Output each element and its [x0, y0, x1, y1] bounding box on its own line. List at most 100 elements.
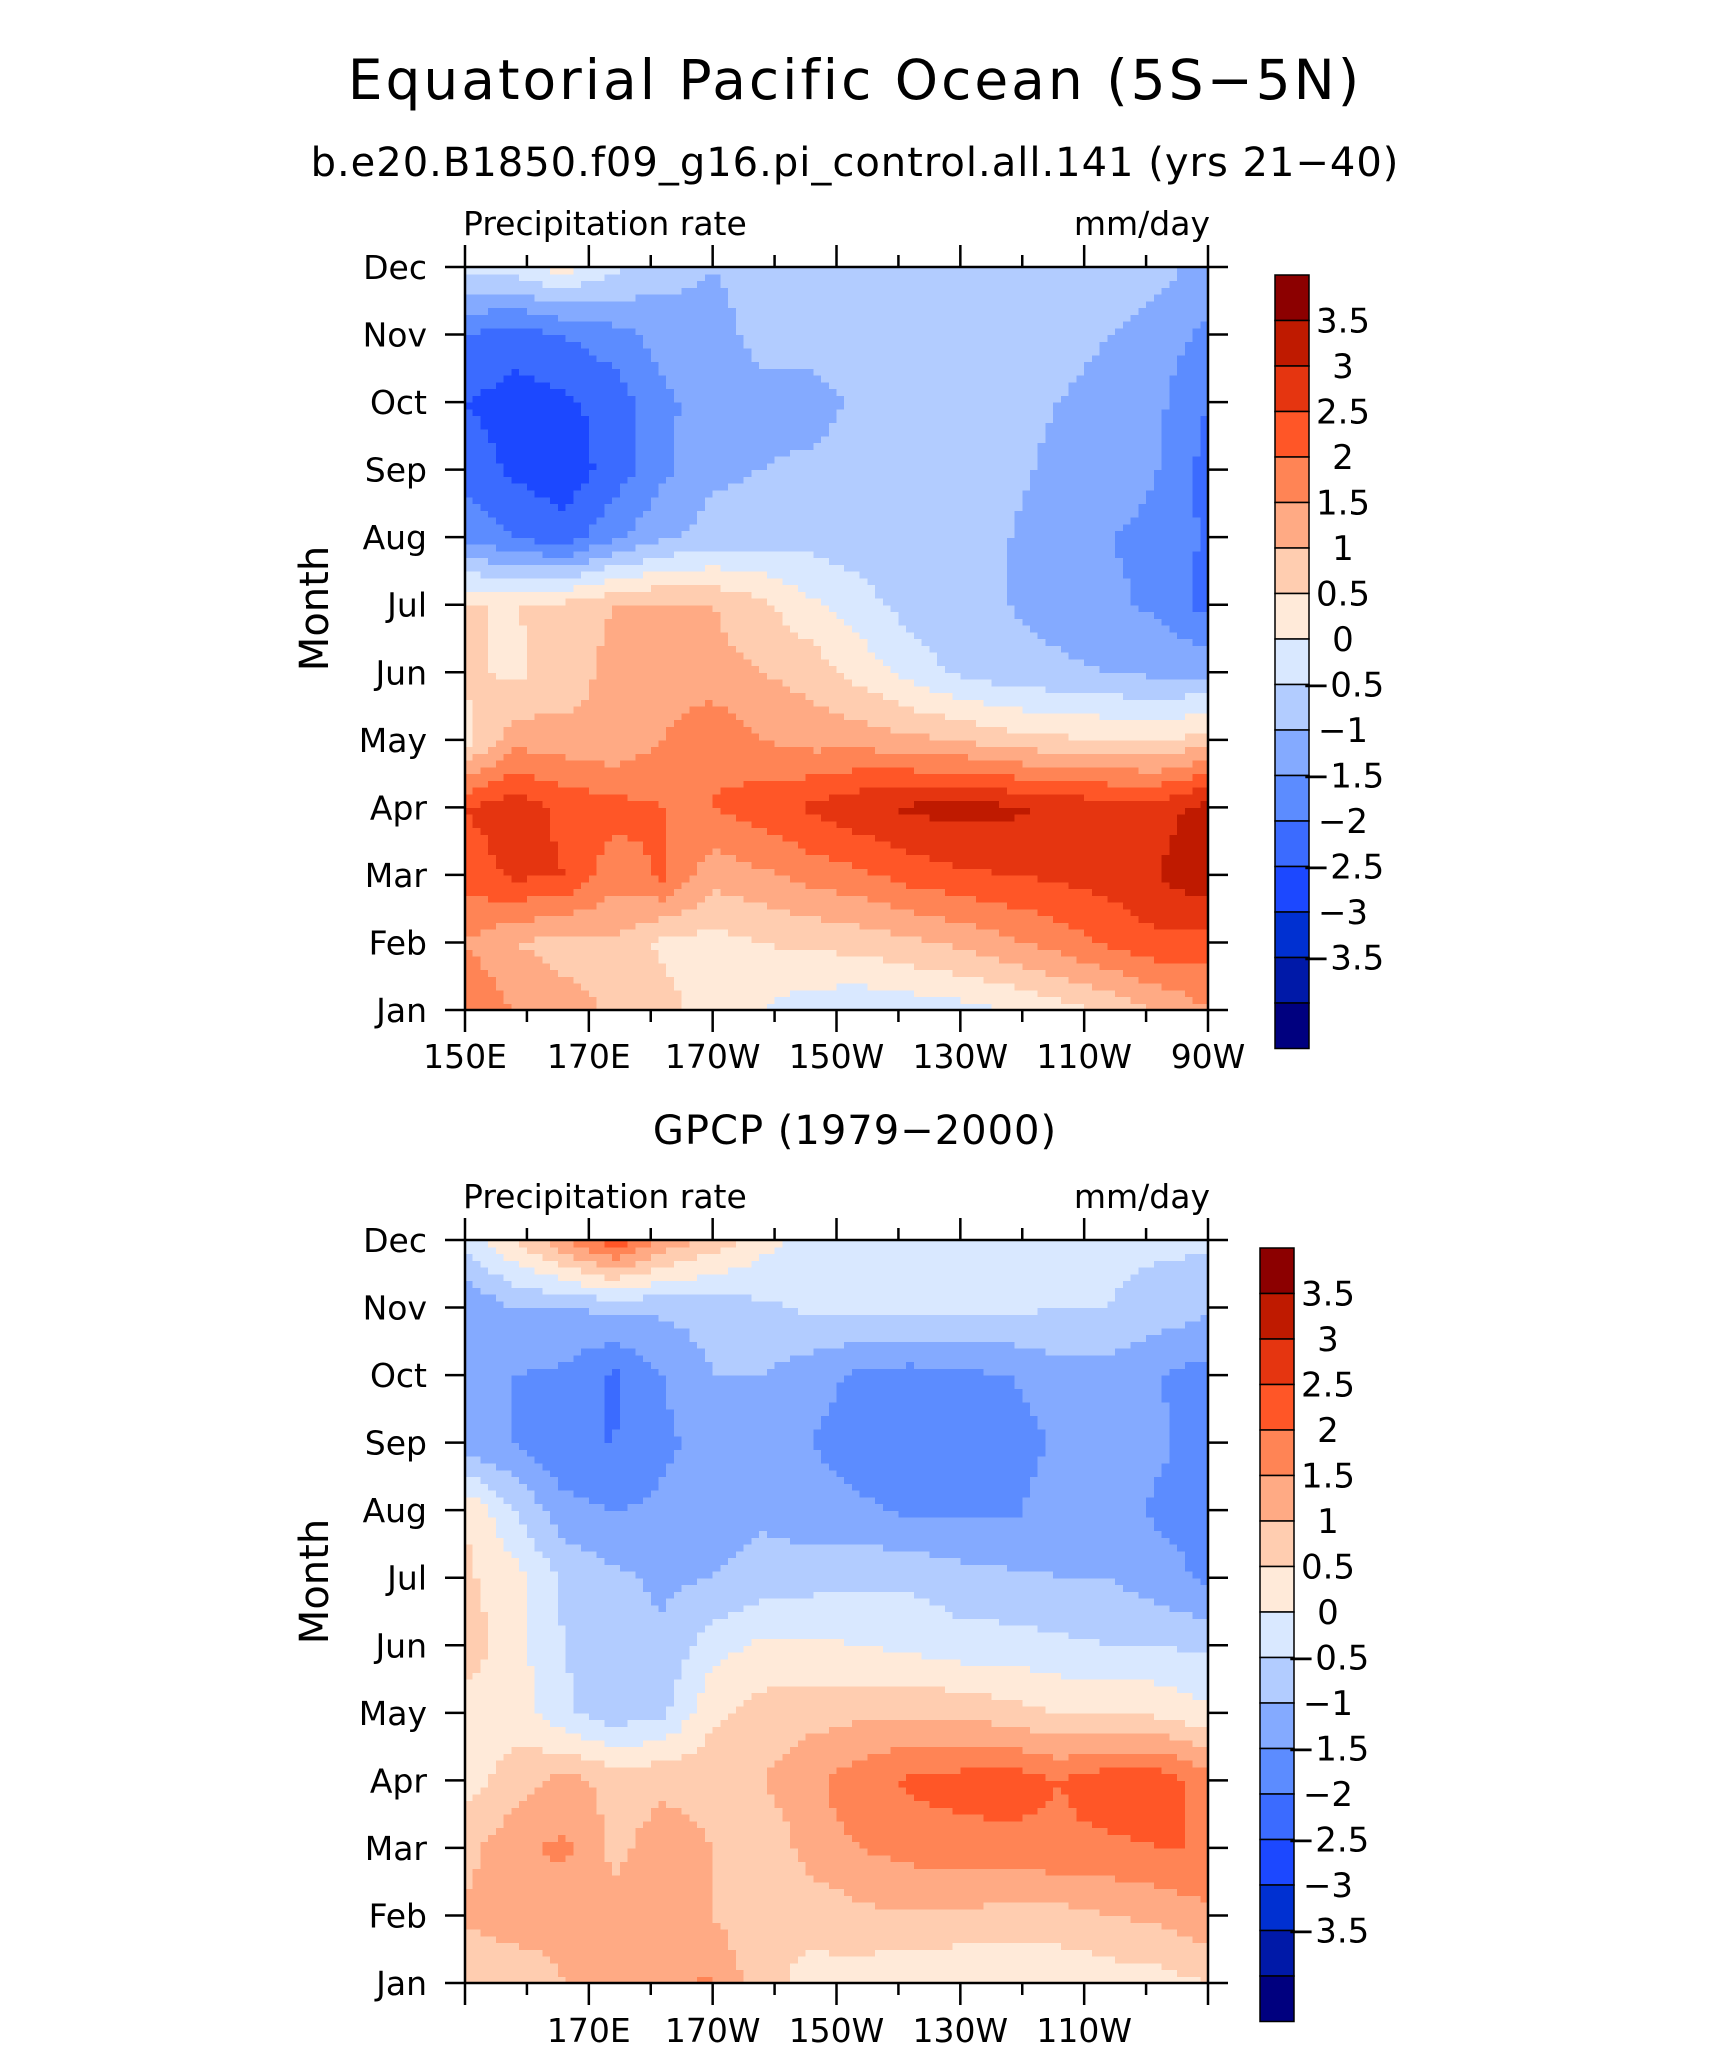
contour-cell — [566, 807, 574, 814]
contour-cell — [573, 720, 581, 727]
contour-cell — [1100, 760, 1108, 767]
contour-cell — [813, 855, 821, 862]
contour-cell — [736, 686, 744, 693]
contour-cell — [798, 875, 806, 882]
contour-cell — [767, 679, 775, 686]
contour-cell — [1115, 902, 1123, 909]
contour-cell — [1154, 888, 1162, 895]
contour-cell — [984, 895, 992, 902]
contour-cell — [620, 760, 628, 767]
contour-cell — [519, 821, 527, 828]
contour-cell — [767, 807, 775, 814]
contour-cell — [658, 740, 666, 747]
contour-cell — [775, 740, 783, 747]
contour-cell — [759, 929, 767, 936]
contour-cell — [597, 726, 605, 733]
contour-cell — [573, 942, 581, 949]
contour-cell — [751, 949, 759, 956]
contour-cell — [852, 841, 860, 848]
contour-cell — [860, 956, 868, 963]
contour-cell — [875, 659, 883, 666]
contour-cell — [674, 828, 682, 835]
contour-cell — [713, 740, 721, 747]
contour-cell — [984, 713, 992, 720]
contour-cell — [666, 821, 674, 828]
contour-cell — [589, 895, 597, 902]
contour-cell — [597, 855, 605, 862]
contour-cell — [728, 693, 736, 700]
contour-cell — [1100, 976, 1108, 983]
contour-cell — [1022, 909, 1030, 916]
contour-cell — [612, 686, 620, 693]
contour-cell — [628, 740, 636, 747]
contour-cell — [1061, 780, 1069, 787]
contour-cell — [666, 834, 674, 841]
contour-cell — [1053, 713, 1061, 720]
contour-cell — [473, 963, 481, 970]
contour-cell — [1022, 841, 1030, 848]
contour-cell — [1115, 753, 1123, 760]
contour-cell — [581, 787, 589, 794]
contour-cell — [1115, 888, 1123, 895]
contour-cell — [813, 848, 821, 855]
contour-cell — [1107, 834, 1115, 841]
contour-cell — [968, 841, 976, 848]
contour-cell — [658, 659, 666, 666]
contour-cell — [736, 963, 744, 970]
contour-cell — [1123, 834, 1131, 841]
contour-cell — [914, 942, 922, 949]
contour-cell — [480, 828, 488, 835]
contour-cell — [1154, 949, 1162, 956]
contour-cell — [728, 949, 736, 956]
contour-cell — [1146, 713, 1154, 720]
contour-cell — [751, 969, 759, 976]
contour-cell — [1162, 828, 1170, 835]
contour-cell — [999, 679, 1007, 686]
contour-cell — [1154, 774, 1162, 781]
contour-cell — [953, 740, 961, 747]
contour-cell — [914, 794, 922, 801]
contour-cell — [689, 659, 697, 666]
contour-cell — [682, 787, 690, 794]
contour-cell — [775, 733, 783, 740]
contour-cell — [1146, 659, 1154, 666]
contour-cell — [689, 855, 697, 862]
contour-cell — [527, 942, 535, 949]
contour-cell — [929, 915, 937, 922]
contour-cell — [1115, 814, 1123, 821]
contour-cell — [960, 861, 968, 868]
contour-cell — [597, 801, 605, 808]
contour-cell — [806, 922, 814, 929]
contour-cell — [891, 976, 899, 983]
contour-cell — [566, 976, 574, 983]
contour-cell — [1162, 882, 1170, 889]
contour-cell — [1131, 733, 1139, 740]
contour-cell — [1069, 942, 1077, 949]
contour-cell — [519, 807, 527, 814]
contour-cell — [1100, 733, 1108, 740]
contour-cell — [775, 828, 783, 835]
contour-cell — [1169, 760, 1177, 767]
contour-cell — [844, 733, 852, 740]
contour-cell — [860, 875, 868, 882]
contour-cell — [898, 855, 906, 862]
contour-cell — [628, 733, 636, 740]
contour-cell — [1162, 672, 1170, 679]
contour-cell — [852, 794, 860, 801]
contour-cell — [643, 990, 651, 997]
contour-cell — [991, 895, 999, 902]
contour-cell — [837, 922, 845, 929]
contour-cell — [488, 915, 496, 922]
contour-cell — [968, 996, 976, 1003]
contour-cell — [844, 963, 852, 970]
contour-cell — [705, 747, 713, 754]
contour-cell — [875, 969, 883, 976]
contour-cell — [1030, 882, 1038, 889]
contour-cell — [511, 895, 519, 902]
contour-cell — [635, 963, 643, 970]
contour-cell — [651, 767, 659, 774]
contour-cell — [597, 706, 605, 713]
contour-cell — [589, 767, 597, 774]
contour-cell — [937, 814, 945, 821]
contour-cell — [519, 915, 527, 922]
